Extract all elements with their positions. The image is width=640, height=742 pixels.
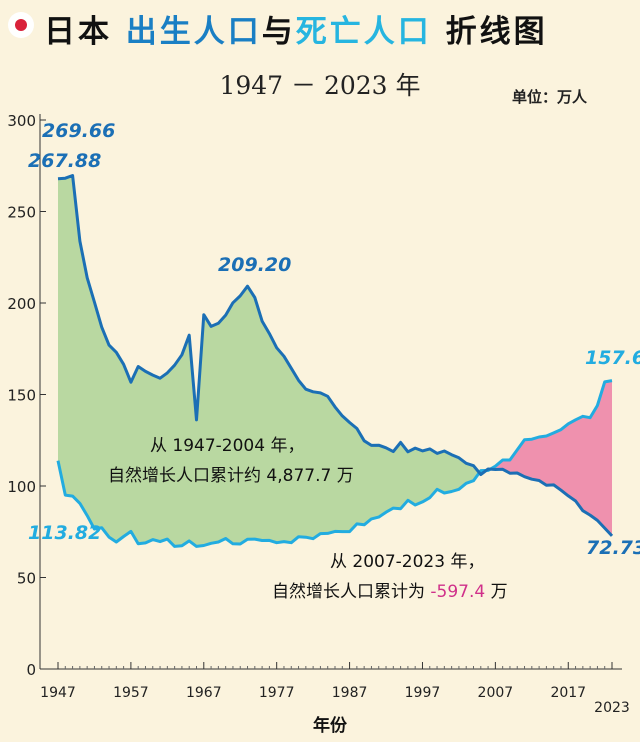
data-labels: 269.66 267.88 209.20 113.82 157.60 72.73 [28, 120, 640, 559]
annotation-deficit-value: -597.4 [430, 582, 485, 602]
fill-areas [58, 175, 612, 547]
chart-subtitle: 1947 － 2023 年 [219, 71, 421, 100]
y-tick-label: 200 [7, 295, 36, 313]
japan-flag-icon [8, 12, 34, 38]
annotations: 从 1947-2004 年， 自然增长人口累计约 4,877.7 万 从 200… [108, 436, 508, 602]
title-row: 日本 出生人口与死亡人口 折线图 [0, 4, 640, 50]
series-line-births [57, 174, 614, 537]
unit-label: 单位：万人 [512, 88, 588, 106]
x-tick-label: 1967 [186, 685, 222, 701]
x-tick-label: 2007 [478, 685, 514, 701]
data-label-birth-max: 269.66 [42, 120, 115, 142]
data-label-birth-start: 267.88 [28, 150, 101, 172]
annotation-deficit-suffix: 万 [485, 582, 507, 602]
annotation-surplus-line1: 从 1947-2004 年， [150, 436, 304, 456]
surplus-area [58, 175, 480, 547]
axes: 0 50 100 150 200 250 300 1947 1957 1967 1977 1987 19… [7, 112, 629, 716]
data-label-birth-peak: 209.20 [218, 254, 291, 276]
x-tick-label: 2017 [550, 685, 586, 701]
annotation-deficit-prefix: 自然增长人口累计为 [272, 582, 430, 602]
x-tick-label: 1997 [405, 685, 441, 701]
data-label-death-start: 113.82 [28, 522, 101, 544]
annotation-deficit-line1: 从 2007-2023 年， [330, 552, 484, 572]
y-tick-label: 300 [7, 112, 36, 130]
title-suffix: 折线图 [445, 14, 548, 50]
data-label-death-end: 157.60 [585, 347, 640, 369]
title-death: 死亡人口 [295, 14, 432, 50]
y-tick-label: 50 [17, 570, 36, 588]
deficit-area [479, 380, 612, 536]
x-axis-label: 年份 [313, 715, 348, 736]
y-tick-label: 250 [7, 204, 36, 222]
x-tick-label: 1977 [259, 685, 295, 701]
x-tick-label: 1947 [40, 685, 76, 701]
series-line-deaths [56, 379, 613, 548]
title-prefix: 日本 [44, 14, 112, 50]
title-birth: 出生人口 [125, 14, 262, 50]
x-tick-label: 1957 [113, 685, 149, 701]
title-conj: 与 [261, 14, 296, 50]
y-tick-label: 100 [7, 478, 36, 496]
annotation-surplus-line2: 自然增长人口累计约 4,877.7 万 [108, 466, 354, 486]
y-tick-label: 0 [26, 661, 36, 679]
chart-title: 日本 出生人口与死亡人口 折线图 [44, 6, 548, 51]
annotation-deficit-line2: 自然增长人口累计为 -597.4 万 [272, 582, 508, 602]
series-lines [56, 174, 614, 548]
x-tick-label: 2023 [594, 700, 630, 716]
data-label-birth-end: 72.73 [586, 537, 640, 559]
x-tick-label: 1987 [332, 685, 368, 701]
y-tick-label: 150 [7, 387, 36, 405]
